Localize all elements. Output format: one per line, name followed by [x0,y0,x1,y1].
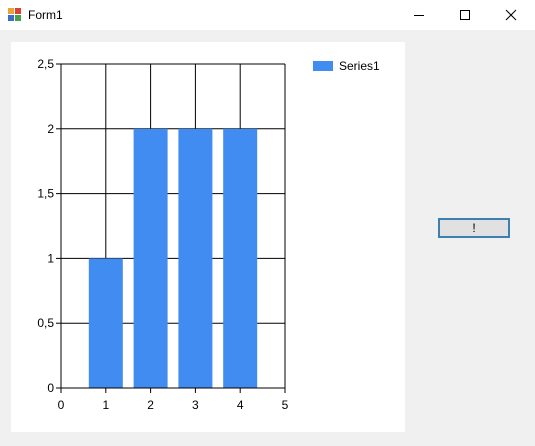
bar-3 [178,128,213,389]
bar-1 [88,258,123,388]
exclamation-button[interactable]: ! [438,218,510,238]
chart-bars [88,128,258,389]
bar-chart: 0 1 2 3 4 5 0 0,5 1 1,5 2 2,5 [37,57,288,412]
bar-2 [133,128,168,389]
window-title: Form1 [28,8,63,22]
x-tick-label: 0 [58,398,65,412]
y-tick-label: 0 [47,381,54,395]
bar-4 [223,128,258,389]
chart-tick-labels: 0 1 2 3 4 5 0 0,5 1 1,5 2 2,5 [37,57,288,412]
maximize-button[interactable] [442,0,488,30]
y-tick-label: 0,5 [37,316,54,330]
close-button[interactable] [488,0,534,30]
close-icon [505,9,517,21]
title-bar: Form1 [0,0,535,30]
x-tick-label: 3 [192,398,199,412]
x-tick-label: 4 [237,398,244,412]
x-tick-label: 2 [147,398,154,412]
maximize-icon [460,10,470,20]
y-tick-label: 2 [47,122,54,136]
chart-panel: 0 1 2 3 4 5 0 0,5 1 1,5 2 2,5 Series1 [11,42,405,432]
legend-series-name: Series1 [339,59,380,73]
chart-axes [56,63,286,393]
x-tick-label: 5 [282,398,289,412]
minimize-button[interactable] [396,0,442,30]
minimize-icon [414,15,424,16]
app-icon [8,8,22,22]
x-tick-label: 1 [102,398,109,412]
y-tick-label: 2,5 [37,57,54,71]
legend-swatch [313,61,333,71]
y-tick-label: 1 [47,251,54,265]
y-tick-label: 1,5 [37,187,54,201]
chart-legend: Series1 [313,59,380,73]
